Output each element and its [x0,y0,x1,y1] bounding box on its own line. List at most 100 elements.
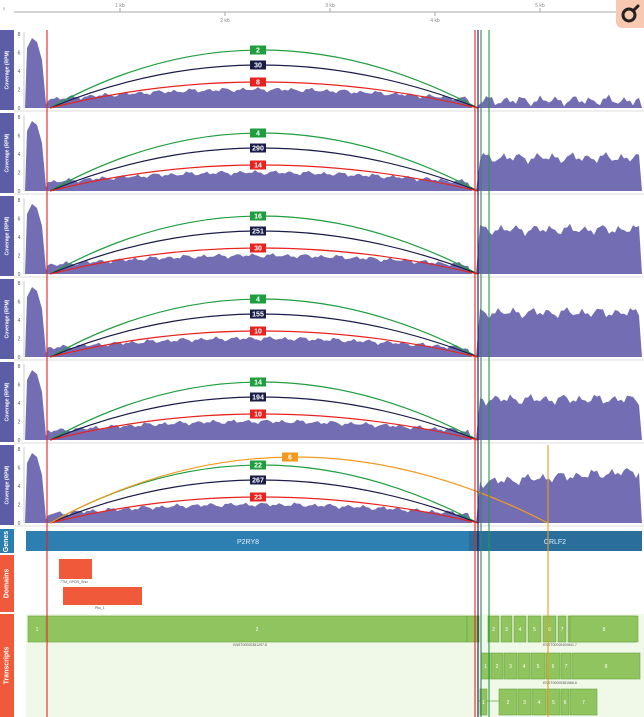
y-tick-label: 0 [18,355,21,361]
exon-number: 4 [538,700,541,706]
y-tick-label: 8 [18,115,21,121]
junction-count-badge[interactable] [250,475,266,485]
exon-block[interactable] [560,652,572,680]
coverage-axis-label: Coverage (RPM) [0,113,14,193]
junction-count-navy: 194 [252,395,264,402]
junction-count-badge[interactable] [250,60,266,70]
junction-count-badge[interactable] [250,45,266,55]
exon-number: 2 [507,700,510,706]
junction-count-badge[interactable] [250,409,266,419]
exon-number: 1 [482,700,485,706]
y-tick-label: 2 [18,337,21,343]
junction-count-badge[interactable] [250,143,266,153]
junction-count-navy: 30 [254,63,262,70]
coverage-area [25,287,642,357]
exon-number: 6 [564,700,567,706]
junction-count-badge[interactable] [250,243,266,253]
exon-number: 5 [552,700,555,706]
coverage-axis-label: Coverage (RPM) [0,30,14,110]
junction-count-green: 22 [254,463,262,470]
ruler-tick-label: 1 kb [115,3,125,9]
junction-count-badge[interactable] [250,377,266,387]
exon-number: 2 [256,627,259,633]
exon-block[interactable] [487,615,500,643]
transcripts-track-label: Transcripts [0,614,14,717]
y-tick-label: 0 [18,272,21,278]
exon-block[interactable] [517,652,531,680]
exon-block[interactable] [569,688,598,716]
y-tick-label: 2 [18,171,21,177]
exon-number: 1 [36,627,39,633]
junction-count-red: 30 [254,246,262,253]
exon-block[interactable] [527,615,542,643]
junction-count-navy: 267 [252,478,264,485]
junction-count-badge[interactable] [250,294,266,304]
gene-bar-crlf2[interactable] [469,531,642,551]
exon-number: 1 [484,664,487,670]
exon-block[interactable] [530,652,546,680]
exon-block[interactable] [531,688,547,716]
junction-count-badge[interactable] [250,492,266,502]
transcript-label: ENST00000381297.8 [233,643,267,647]
junction-count-badge[interactable] [250,160,266,170]
domain-pkc1[interactable] [63,587,142,605]
exon-block[interactable] [500,615,513,643]
y-tick-label: 4 [18,484,21,490]
exon-number: 5 [537,664,540,670]
exon-number: 4 [523,664,526,670]
exon-block[interactable] [560,688,570,716]
junction-count-badge[interactable] [250,128,266,138]
exon-block[interactable] [569,615,639,643]
junction-count-red: 10 [254,412,262,419]
junction-count-badge[interactable] [250,326,266,336]
y-tick-label: 4 [18,318,21,324]
y-tick-label: 4 [18,152,21,158]
exon-block[interactable] [513,615,527,643]
y-tick-label: 8 [18,364,21,370]
junction-count-green: 2 [256,48,260,55]
junction-count-badge[interactable] [282,452,298,462]
domain-7tm-gpcr[interactable] [59,559,92,579]
exon-block[interactable] [545,652,561,680]
coverage-axis-label: Coverage (RPM) [0,279,14,359]
exon-block[interactable] [27,615,47,643]
y-tick-label: 6 [18,217,21,223]
coverage-panel: 8 6 4 2 0 4 290 14 [14,113,644,195]
exon-block[interactable] [546,688,561,716]
junction-count-badge[interactable] [250,309,266,319]
logo-icon[interactable] [616,0,644,28]
exon-number: 3 [523,700,526,706]
coverage-panel: 8 6 4 2 0 22 267 23 6 [14,445,644,527]
exon-number: 3 [505,627,508,633]
coverage-panel: 8 6 4 2 0 16 251 30 [14,196,644,278]
exon-block[interactable] [479,688,488,716]
exon-block[interactable] [517,688,532,716]
junction-count-badge[interactable] [250,77,266,87]
junction-count-badge[interactable] [250,226,266,236]
junction-count-badge[interactable] [250,211,266,221]
exon-block[interactable] [498,688,518,716]
domain-label-pkc1: Pkc_1 [95,606,105,610]
y-tick-label: 6 [18,383,21,389]
junction-count-orange: 6 [288,455,292,462]
exon-block[interactable] [466,615,480,643]
exon-number: 8 [603,627,606,633]
genomic-ruler: 0 1 kb 2 kb 3 kb 4 kb 5 kb [0,0,644,28]
junction-count-badge[interactable] [250,392,266,402]
junction-count-navy: 251 [252,229,264,236]
coverage-axis-label: Coverage (RPM) [0,445,14,525]
coverage-panel: 8 6 4 2 0 14 194 10 [14,362,644,444]
exon-block[interactable] [542,615,557,643]
exon-block[interactable] [557,615,567,643]
gene-bar-p2ry8[interactable] [26,531,469,551]
exon-block[interactable] [490,652,504,680]
exon-number: 3 [509,664,512,670]
coverage-area [25,38,642,108]
exon-block[interactable] [571,652,641,680]
junction-count-badge[interactable] [250,460,266,470]
y-tick-label: 0 [18,189,21,195]
exon-number: 7 [565,664,568,670]
exon-block[interactable] [503,652,518,680]
transcript-label: ENST00000381566.6 [543,681,577,685]
y-tick-label: 4 [18,235,21,241]
